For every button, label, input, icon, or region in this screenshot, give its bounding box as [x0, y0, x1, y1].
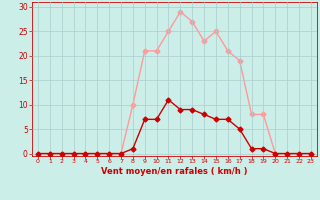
X-axis label: Vent moyen/en rafales ( km/h ): Vent moyen/en rafales ( km/h ) [101, 167, 248, 176]
